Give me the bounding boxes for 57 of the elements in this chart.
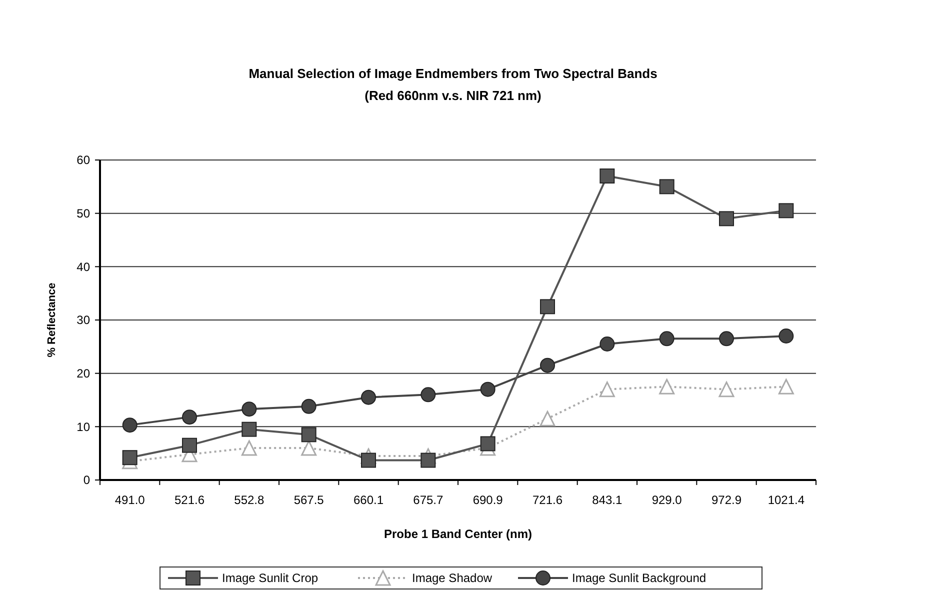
point (719, 211, 734, 226)
point (182, 410, 197, 425)
legend-label: Image Shadow (412, 571, 492, 586)
y-tick-label: 30 (76, 313, 90, 328)
point (361, 452, 376, 468)
point (540, 410, 556, 426)
y-tick-label: 40 (76, 260, 90, 274)
point (242, 422, 257, 437)
legend-label: Image Sunlit Background (572, 571, 706, 586)
point (122, 450, 138, 466)
point (241, 440, 257, 456)
x-tick-label: 1021.4 (768, 493, 805, 507)
point (778, 203, 794, 218)
x-tick-label: 929.0 (652, 493, 682, 507)
x-tick-label: 675.7 (413, 493, 444, 507)
x-tick-label: 660.1 (353, 493, 384, 507)
point (659, 179, 674, 194)
point (420, 452, 436, 468)
chart-title: Manual Selection of Image Endmembers from Two Spectral Bands (248, 66, 658, 81)
point (718, 382, 734, 398)
point (659, 331, 674, 346)
y-tick-label: 10 (76, 420, 90, 434)
y-tick-label: 20 (76, 366, 90, 381)
y-tick-label: 50 (76, 206, 90, 221)
x-tick-label: 567.5 (294, 493, 324, 507)
point (540, 358, 555, 373)
point (600, 168, 615, 184)
point (301, 440, 317, 456)
point (182, 438, 197, 453)
x-tick-label: 521.6 (174, 493, 205, 507)
point (778, 328, 794, 344)
x-tick-label: 721.6 (532, 493, 563, 507)
point (719, 331, 734, 346)
x-axis-title: Probe 1 Band Center (nm) (384, 527, 532, 541)
x-tick-label: 972.9 (711, 493, 742, 507)
point (122, 418, 138, 433)
x-tick-label: 552.8 (234, 493, 265, 507)
point (242, 402, 257, 417)
point (301, 398, 316, 414)
y-tick-label: 60 (76, 153, 90, 168)
point (301, 427, 316, 442)
legend-label: Image Sunlit Crop (222, 571, 318, 586)
point (480, 382, 496, 397)
point (420, 387, 436, 402)
x-tick-label: 690.9 (472, 493, 504, 507)
point (361, 390, 376, 405)
point (778, 378, 794, 394)
point (659, 378, 675, 394)
point (540, 299, 555, 314)
point (480, 436, 496, 452)
y-axis-title: % Reflectance (46, 282, 58, 358)
point (599, 382, 615, 398)
chart-subtitle: (Red 660nm v.s. NIR 721 nm) (364, 88, 542, 103)
y-tick-label: 0 (83, 473, 90, 488)
point (600, 336, 615, 352)
x-tick-label: 843.1 (592, 493, 623, 507)
x-tick-label: 491.0 (114, 493, 146, 507)
